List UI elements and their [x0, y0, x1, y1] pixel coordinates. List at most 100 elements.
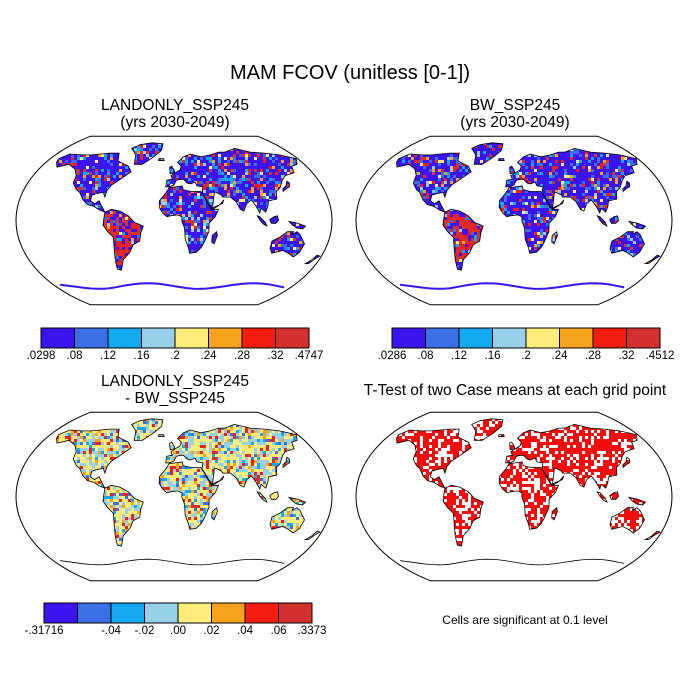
colorbar-tick-label: .32 — [619, 350, 635, 362]
coastline — [56, 428, 132, 489]
colorbar-tick-label: .24 — [552, 350, 568, 362]
coastline — [282, 180, 291, 193]
coastline — [131, 418, 164, 441]
coastline — [158, 185, 220, 254]
coastline — [471, 418, 504, 441]
colorbar-tick-label: .16 — [134, 350, 150, 362]
coastline — [498, 461, 560, 530]
coastline — [643, 254, 661, 264]
figure-title: MAM FCOV (unitless [0-1]) — [0, 62, 700, 85]
colorbar-swatch — [458, 327, 493, 349]
coastline — [609, 231, 645, 258]
coastline — [287, 220, 307, 230]
colorbar-tick-label: .28 — [585, 350, 601, 362]
antarctica-coastline — [60, 558, 285, 566]
colorbar-tick-label: .0298 — [27, 350, 56, 362]
colorbar-tick-label: .2 — [170, 350, 180, 362]
colorbar-tick-label: -.04 — [101, 625, 121, 637]
coastline — [165, 147, 298, 215]
panel-3-title: LANDONLY_SSP245 - BW_SSP245 — [55, 373, 295, 407]
coastline — [102, 208, 144, 271]
coastline — [596, 215, 608, 228]
colorbar-swatch — [278, 602, 313, 624]
colorbar-swatch — [244, 602, 279, 624]
colorbar-swatch — [74, 327, 109, 349]
coastline — [471, 142, 504, 165]
colorbar-landonly: .0298 .08 .12 .16 .2 .24 .28 .32 .4747 — [27, 327, 323, 367]
coastline — [551, 230, 558, 245]
colorbar-tick-label: .08 — [418, 350, 434, 362]
coastline — [396, 428, 472, 489]
colorbar-swatch — [425, 327, 460, 349]
colorbar-difference: -.31716 -.04 -.02 .00 .02 .04 .06 .3373 — [24, 602, 326, 642]
panel-4-title: T-Test of two Case means at each grid po… — [345, 382, 685, 399]
colorbar-tick-label: .4512 — [646, 350, 675, 362]
colorbar-tick-label: .0286 — [378, 350, 407, 362]
coastline — [627, 496, 647, 506]
coastline — [505, 147, 638, 215]
colorbar-swatch — [107, 327, 142, 349]
colorbar-tick-label: .28 — [234, 350, 250, 362]
panel-2-title: BW_SSP245 (yrs 2030-2049) — [395, 97, 635, 131]
coastline — [303, 254, 321, 264]
colorbar-bw: .0286 .08 .12 .16 .2 .24 .28 .32 .4512 — [378, 327, 674, 367]
colorbar-swatch — [592, 327, 627, 349]
coastline — [165, 423, 298, 491]
colorbar-swatch — [626, 327, 661, 349]
coastline — [627, 220, 647, 230]
coastline — [609, 491, 619, 500]
coastline — [269, 231, 305, 258]
coastline — [609, 507, 645, 534]
significance-note: Cells are significant at 0.1 level — [395, 613, 655, 627]
colorbar-tick-label: .00 — [170, 625, 186, 637]
colorbar-tick-label: .04 — [237, 625, 253, 637]
colorbar-swatches — [391, 327, 661, 349]
coastline — [269, 491, 279, 500]
coastline — [131, 142, 164, 165]
colorbar-tick-label: .32 — [268, 350, 284, 362]
coastline — [442, 484, 484, 547]
coastline — [211, 230, 218, 245]
antarctica-coastline — [400, 558, 625, 566]
coastline — [498, 185, 560, 254]
colorbar-swatch — [144, 602, 179, 624]
coastline — [169, 441, 176, 451]
colorbar-swatches — [40, 327, 310, 349]
colorbar-swatch — [391, 327, 426, 349]
coastline — [269, 215, 279, 224]
colorbar-swatch — [174, 327, 209, 349]
colorbar-tick-label: .12 — [100, 350, 116, 362]
colorbar-swatch — [241, 327, 276, 349]
colorbar-swatch — [208, 327, 243, 349]
colorbar-swatch — [40, 327, 75, 349]
coastline — [303, 530, 321, 540]
coastline — [158, 461, 220, 530]
map-panel-landonly — [15, 135, 333, 306]
colorbar-swatch — [110, 602, 145, 624]
coastline — [509, 165, 516, 175]
map-panel-difference — [15, 411, 333, 582]
colorbar-tick-label: -.31716 — [24, 625, 63, 637]
colorbar-tick-label: .12 — [451, 350, 467, 362]
colorbar-swatch — [141, 327, 176, 349]
colorbar-tick-label: .3373 — [298, 625, 327, 637]
coastline — [256, 215, 268, 228]
coastline — [282, 456, 291, 469]
colorbar-swatch — [275, 327, 310, 349]
colorbar-swatch — [43, 602, 78, 624]
coastline — [56, 152, 132, 213]
coastline — [256, 491, 268, 504]
coastline — [622, 456, 631, 469]
antarctica-coastline — [399, 282, 625, 290]
coastline — [396, 152, 472, 213]
antarctica-coastline — [59, 282, 285, 290]
colorbar-tick-label: .24 — [201, 350, 217, 362]
panel-1-title: LANDONLY_SSP245 (yrs 2030-2049) — [55, 97, 295, 131]
coastline — [498, 434, 505, 437]
colorbar-tick-label: .4747 — [295, 350, 324, 362]
coastline — [169, 165, 176, 175]
coastline — [509, 441, 516, 451]
coastline — [643, 530, 661, 540]
colorbar-swatch — [525, 327, 560, 349]
colorbar-swatches — [43, 602, 313, 624]
